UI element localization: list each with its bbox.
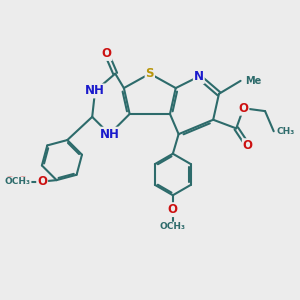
Text: O: O bbox=[17, 175, 27, 188]
Text: O: O bbox=[243, 139, 253, 152]
Text: OCH₃: OCH₃ bbox=[160, 222, 186, 231]
Text: S: S bbox=[146, 67, 154, 80]
Text: Me: Me bbox=[245, 76, 261, 86]
Text: N: N bbox=[194, 70, 204, 83]
Text: NH: NH bbox=[100, 128, 119, 141]
Text: CH₃: CH₃ bbox=[277, 127, 295, 136]
Text: O: O bbox=[102, 47, 112, 60]
Text: O: O bbox=[238, 102, 248, 115]
Text: O: O bbox=[4, 175, 14, 188]
Text: O: O bbox=[168, 203, 178, 216]
Text: NH: NH bbox=[85, 84, 105, 98]
Text: O: O bbox=[37, 175, 47, 188]
Text: OCH₃: OCH₃ bbox=[5, 177, 31, 186]
